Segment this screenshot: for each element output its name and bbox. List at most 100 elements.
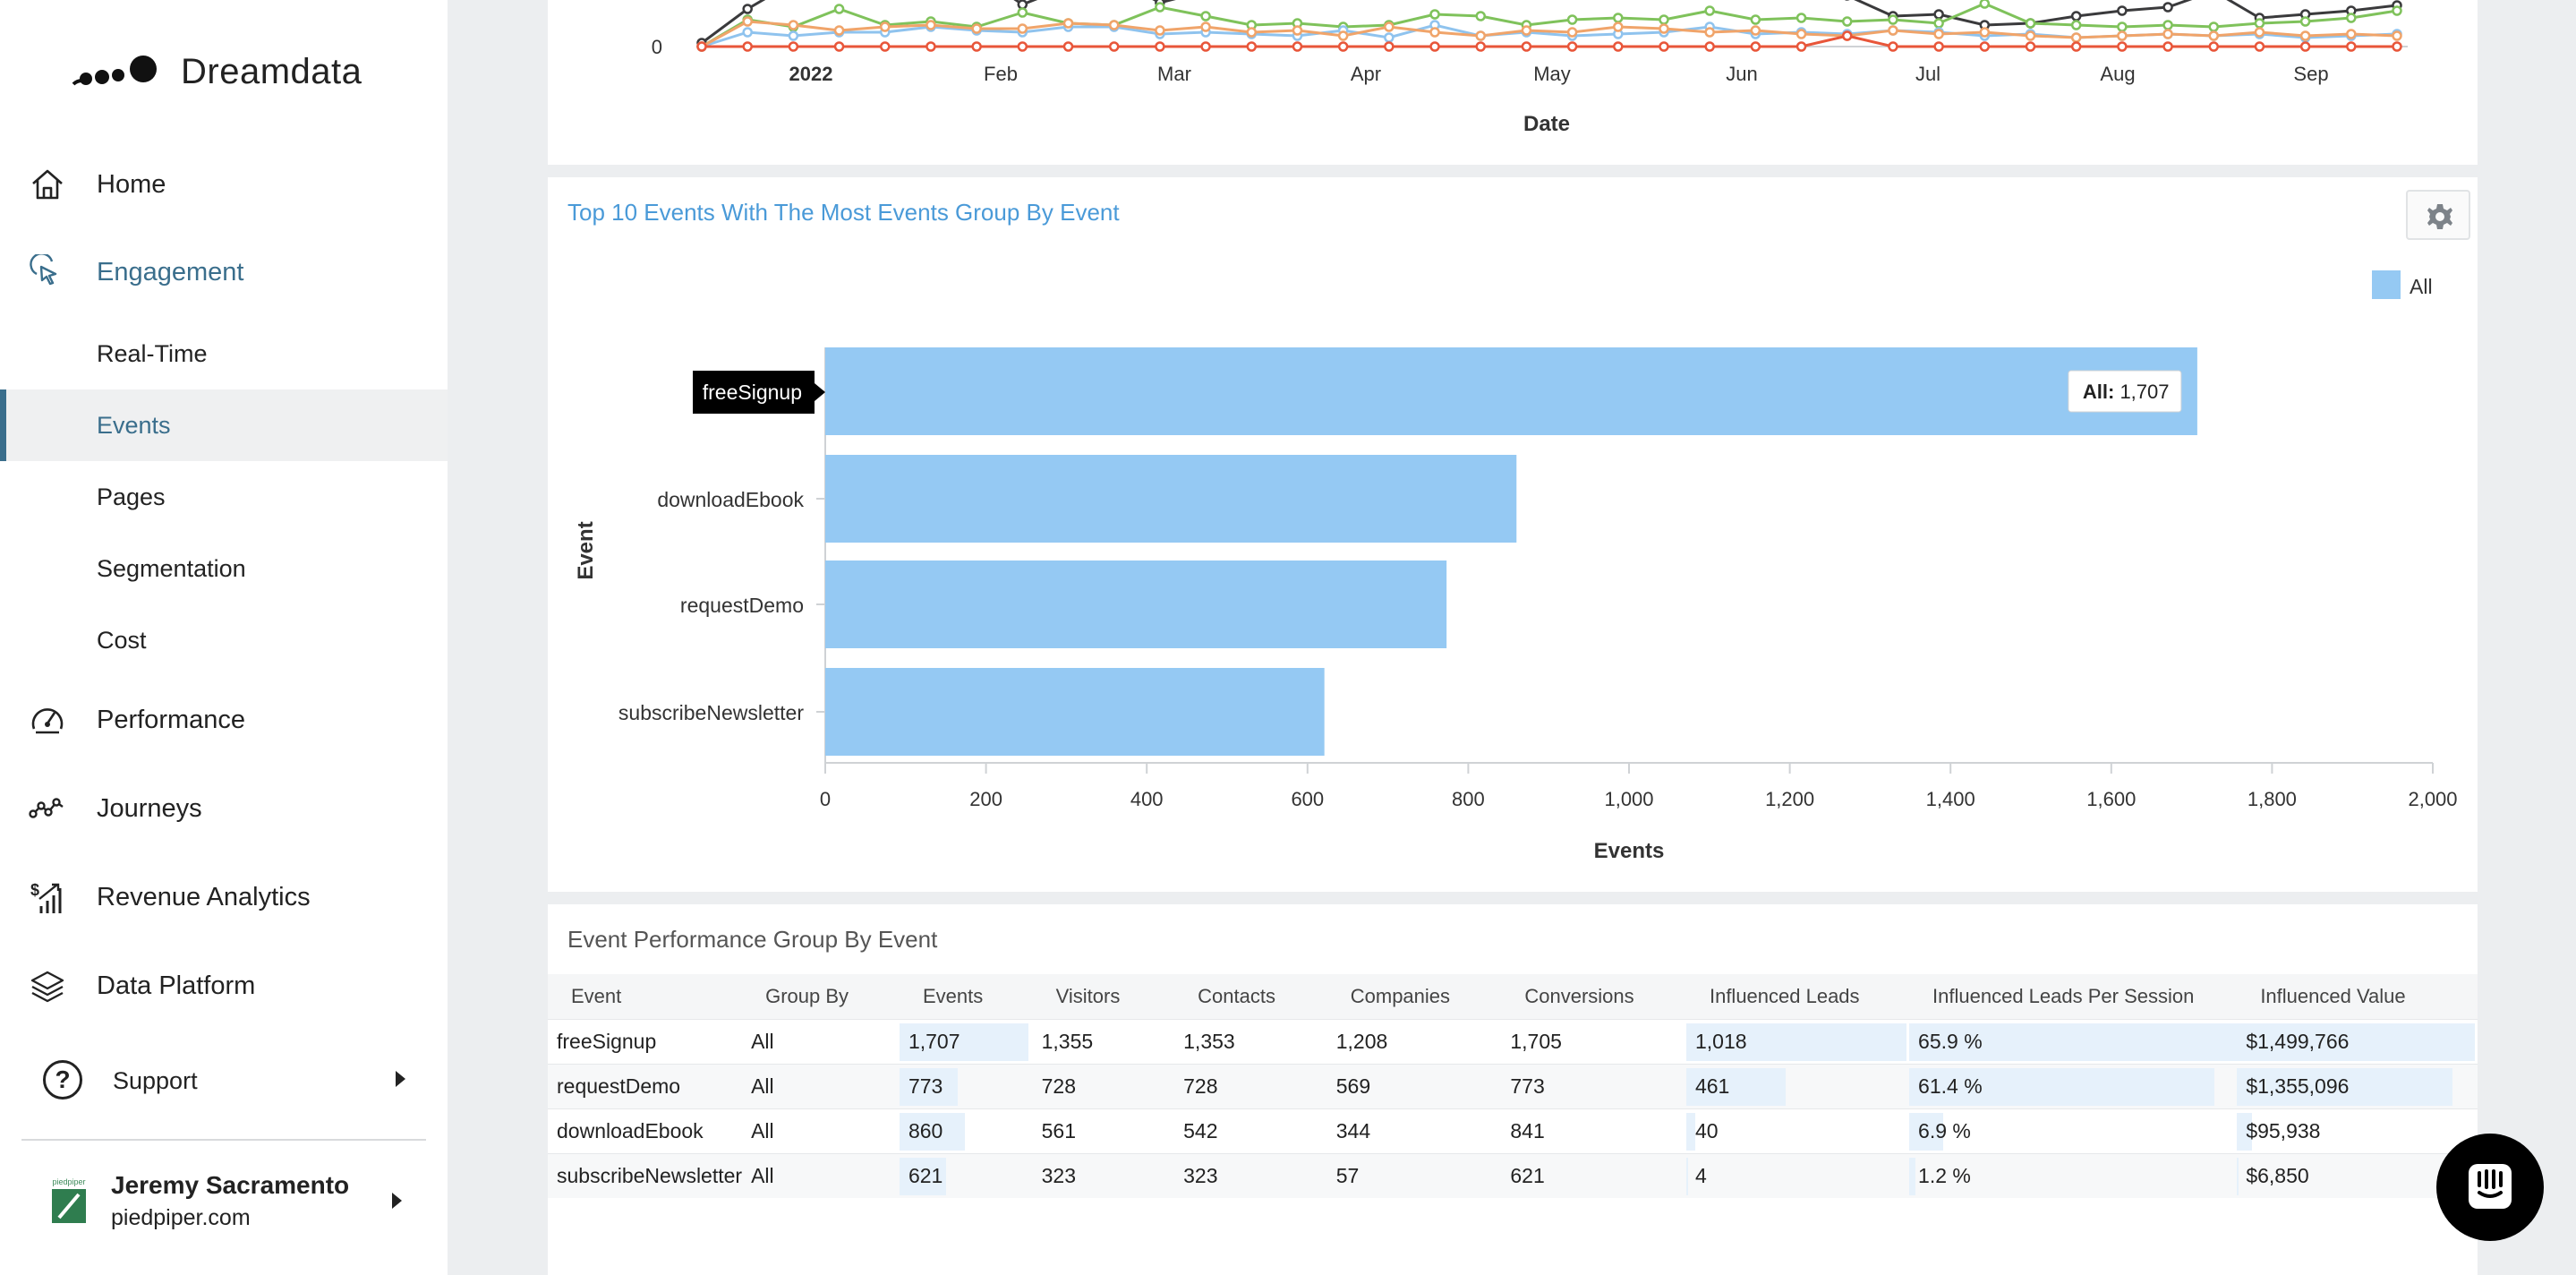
brand-logo[interactable]: Dreamdata	[72, 50, 362, 93]
line-point[interactable]	[2254, 18, 2265, 29]
line-point[interactable]	[1704, 5, 1715, 16]
line-point[interactable]	[1613, 41, 1624, 52]
line-point[interactable]	[2117, 30, 2128, 41]
user-account-menu[interactable]: piedpiper Jeremy Sacramento piedpiper.co…	[0, 1155, 448, 1254]
line-point[interactable]	[788, 30, 799, 41]
line-point[interactable]	[1155, 41, 1165, 52]
nav-home[interactable]: Home	[0, 149, 448, 220]
line-point[interactable]	[2346, 41, 2357, 52]
line-point[interactable]	[1566, 14, 1578, 25]
table-row[interactable]: subscribeNewsletter All 621 323 323 57 621 4 1.2…	[548, 1152, 2478, 1198]
line-point[interactable]	[1337, 41, 1349, 52]
nav-data-platform[interactable]: Data Platform	[0, 950, 448, 1022]
line-point[interactable]	[1796, 13, 1807, 23]
table-row[interactable]: downloadEbook All 860 561 542 344 841 40 6.9 % $9…	[548, 1108, 2478, 1153]
line-point[interactable]	[1384, 21, 1395, 32]
line-point[interactable]	[1521, 25, 1532, 36]
line-point[interactable]	[1750, 41, 1761, 52]
bar-downloadEbook[interactable]	[825, 455, 1517, 543]
line-point[interactable]	[1979, 27, 1991, 38]
line-point[interactable]	[788, 20, 799, 30]
line-point[interactable]	[1750, 14, 1761, 25]
line-point[interactable]	[1888, 14, 1898, 25]
line-point[interactable]	[2208, 21, 2219, 32]
nav-revenue-analytics[interactable]: $ Revenue Analytics	[0, 861, 448, 933]
line-point[interactable]	[2299, 30, 2311, 41]
line-point[interactable]	[1062, 18, 1074, 29]
line-point[interactable]	[1613, 21, 1624, 32]
column-header[interactable]: Group By	[742, 974, 900, 1019]
line-point[interactable]	[1017, 7, 1028, 18]
line-point[interactable]	[2025, 30, 2036, 41]
line-point[interactable]	[1659, 41, 1669, 52]
line-point[interactable]	[2392, 5, 2402, 16]
column-header[interactable]: Contacts	[1174, 974, 1327, 1019]
line-point[interactable]	[2162, 29, 2173, 39]
column-header[interactable]: Visitors	[1032, 974, 1175, 1019]
line-point[interactable]	[1384, 32, 1395, 43]
line-point[interactable]	[925, 20, 936, 30]
line-point[interactable]	[1337, 30, 1349, 41]
table-row[interactable]: freeSignup All 1,707 1,355 1,353 1,208 1,705 1,…	[548, 1018, 2478, 1064]
line-point[interactable]	[1200, 11, 1211, 21]
line-point[interactable]	[1888, 25, 1898, 36]
line-point[interactable]	[1704, 41, 1715, 52]
line-point[interactable]	[1108, 41, 1120, 52]
line-point[interactable]	[1566, 41, 1578, 52]
line-point[interactable]	[1108, 20, 1120, 30]
nav-engagement[interactable]: Engagement	[0, 236, 448, 308]
line-point[interactable]	[742, 41, 753, 52]
line-point[interactable]	[1659, 23, 1669, 34]
nav-events[interactable]: Events	[0, 389, 448, 461]
line-point[interactable]	[925, 41, 936, 52]
line-point[interactable]	[1566, 27, 1578, 38]
line-point[interactable]	[1155, 2, 1165, 13]
line-point[interactable]	[1933, 18, 1944, 29]
nav-segmentation[interactable]: Segmentation	[0, 533, 448, 604]
chat-launcher-button[interactable]	[2436, 1134, 2544, 1241]
line-point[interactable]	[2117, 21, 2128, 32]
line-point[interactable]	[2162, 2, 2173, 13]
bar-subscribeNewsletter[interactable]	[825, 668, 1325, 756]
line-point[interactable]	[2208, 30, 2219, 41]
line-point[interactable]	[1475, 41, 1486, 52]
line-point[interactable]	[1017, 41, 1028, 52]
line-point[interactable]	[1796, 41, 1807, 52]
line-point[interactable]	[1429, 27, 1440, 38]
line-point[interactable]	[2299, 16, 2311, 27]
line-point[interactable]	[1475, 30, 1486, 41]
line-point[interactable]	[1475, 11, 1486, 21]
line-point[interactable]	[2117, 41, 2128, 52]
line-point[interactable]	[696, 41, 707, 52]
nav-performance[interactable]: Performance	[0, 684, 448, 756]
support-menu[interactable]: ? Support	[0, 1044, 448, 1116]
line-point[interactable]	[788, 41, 799, 52]
line-point[interactable]	[2070, 11, 2082, 21]
nav-cost[interactable]: Cost	[0, 604, 448, 676]
line-point[interactable]	[2299, 41, 2311, 52]
line-point[interactable]	[2208, 41, 2219, 52]
line-point[interactable]	[1979, 41, 1991, 52]
column-header[interactable]: Conversions	[1501, 974, 1686, 1019]
line-point[interactable]	[833, 41, 845, 52]
column-header[interactable]: Influenced Leads Per Session	[1909, 974, 2238, 1019]
line-point[interactable]	[2025, 41, 2036, 52]
line-point[interactable]	[1796, 29, 1807, 39]
line-point[interactable]	[1933, 29, 1944, 39]
line-point[interactable]	[1017, 0, 1028, 10]
line-point[interactable]	[833, 25, 845, 36]
line-point[interactable]	[1841, 30, 1853, 41]
line-point[interactable]	[2392, 41, 2402, 52]
bar-freeSignup[interactable]	[825, 347, 2197, 435]
nav-journeys[interactable]: Journeys	[0, 773, 448, 844]
line-point[interactable]	[971, 23, 982, 34]
nav-pages[interactable]: Pages	[0, 461, 448, 533]
column-header[interactable]: Influenced Value	[2237, 974, 2478, 1019]
line-point[interactable]	[1384, 41, 1395, 52]
line-point[interactable]	[1704, 27, 1715, 38]
column-header[interactable]: Event	[548, 974, 743, 1019]
column-header[interactable]: Influenced Leads	[1685, 974, 1910, 1019]
column-header[interactable]: Companies	[1326, 974, 1502, 1019]
line-point[interactable]	[1246, 27, 1258, 38]
line-point[interactable]	[2162, 41, 2173, 52]
